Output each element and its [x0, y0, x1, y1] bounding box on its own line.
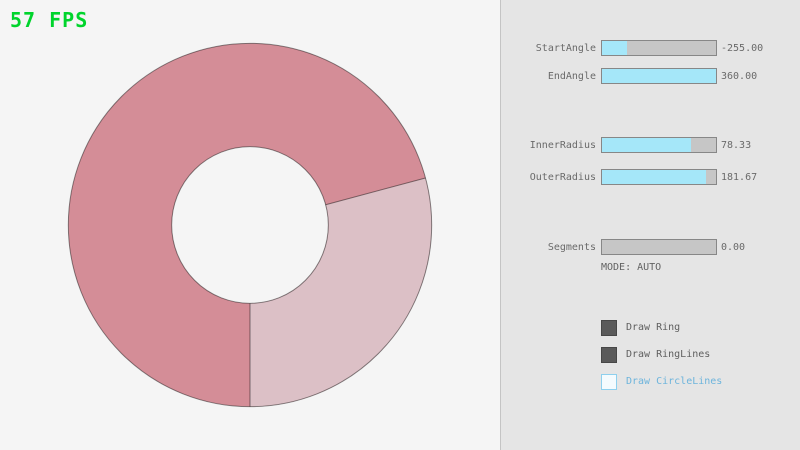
startangle-label: StartAngle: [535, 42, 596, 54]
outerradius-slider-fill: [602, 170, 706, 184]
fps-counter: 57 FPS: [10, 8, 89, 32]
slider-row-innerradius: InnerRadius 78.33: [501, 137, 800, 153]
slider-row-endangle: EndAngle 360.00: [501, 68, 800, 84]
outerradius-label: OuterRadius: [529, 171, 596, 183]
innerradius-slider-fill: [602, 138, 691, 152]
draw-ring-label: Draw Ring: [626, 322, 681, 333]
segments-value: 0.00: [721, 241, 746, 253]
outerradius-slider[interactable]: [601, 169, 717, 185]
startangle-value: -255.00: [721, 42, 764, 54]
innerradius-value: 78.33: [721, 139, 752, 151]
startangle-slider-fill: [602, 41, 628, 55]
draw-ringlines-label: Draw RingLines: [626, 349, 711, 360]
canvas-area: 57 FPS: [10, 8, 433, 408]
checkbox-row-draw-ringlines[interactable]: Draw RingLines: [601, 346, 710, 363]
draw-circlelines-label: Draw CircleLines: [626, 376, 723, 387]
slider-row-segments: Segments 0.00: [501, 239, 800, 255]
ring-graphic: [67, 42, 433, 408]
slider-row-outerradius: OuterRadius 181.67: [501, 169, 800, 185]
innerradius-label: InnerRadius: [529, 139, 596, 151]
draw-circlelines-checkbox[interactable]: [601, 373, 617, 390]
segments-label: Segments: [547, 241, 596, 253]
innerradius-slider[interactable]: [601, 137, 717, 153]
checkbox-row-draw-circlelines[interactable]: Draw CircleLines: [601, 373, 722, 390]
outerradius-value: 181.67: [721, 171, 758, 183]
segments-mode-text: MODE: AUTO: [601, 262, 662, 273]
ring-lines: [67, 42, 433, 408]
ring-single-sector: [250, 177, 432, 407]
endangle-slider[interactable]: [601, 68, 717, 84]
endangle-label: EndAngle: [547, 70, 596, 82]
ring-start-line: [325, 177, 426, 206]
draw-ringlines-checkbox[interactable]: [601, 346, 617, 363]
controls-panel: StartAngle -255.00 EndAngle 360.00 Inner…: [500, 0, 800, 450]
checkbox-row-draw-ring[interactable]: Draw Ring: [601, 319, 680, 336]
ring-inner-line: [171, 146, 329, 304]
endangle-value: 360.00: [721, 70, 758, 82]
startangle-slider[interactable]: [601, 40, 717, 56]
slider-row-startangle: StartAngle -255.00: [501, 40, 800, 56]
ring-outer-line: [67, 42, 433, 408]
draw-ring-checkbox[interactable]: [601, 319, 617, 336]
segments-slider[interactable]: [601, 239, 717, 255]
endangle-slider-fill: [602, 69, 716, 83]
